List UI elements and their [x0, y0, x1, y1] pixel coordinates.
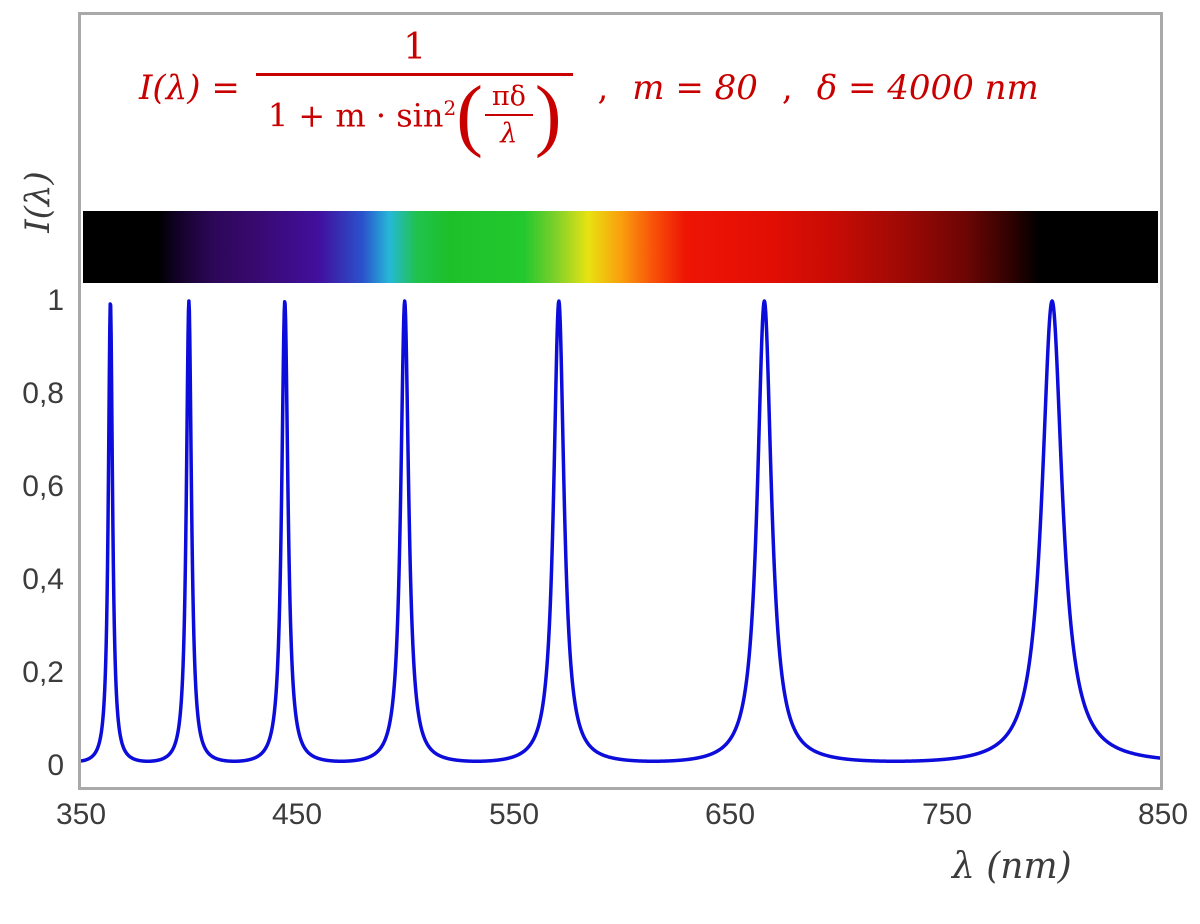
param-m: m = 80 — [632, 68, 758, 108]
x-tick: 850 — [1137, 798, 1189, 831]
x-tick: 350 — [55, 798, 107, 831]
denominator-text: 1 + m · sin2 — [268, 96, 456, 135]
formula-denominator: 1 + m · sin2 ( πδ λ ) — [256, 71, 574, 159]
x-tick: 450 — [271, 798, 323, 831]
open-paren: ( — [456, 71, 483, 159]
y-axis-title: I(λ) — [18, 171, 58, 233]
fraction-bar — [255, 73, 574, 76]
plot-area: I(λ) = 1 1 + m · sin2 ( πδ λ ) , m = 80 … — [78, 12, 1163, 790]
x-axis-title: λ (nm) — [952, 846, 1072, 887]
inner-denominator: λ — [500, 118, 518, 149]
visible-spectrum-bar — [83, 211, 1158, 283]
formula-lhs: I(λ) = — [139, 68, 240, 108]
inner-numerator: πδ — [484, 81, 533, 116]
intensity-curve-path — [81, 299, 1160, 763]
formula-fraction: 1 1 + m · sin2 ( πδ λ ) — [255, 27, 574, 159]
intensity-curve — [81, 299, 1160, 763]
formula-comma: , — [597, 68, 609, 108]
param-delta: δ = 4000 nm — [816, 68, 1039, 108]
x-tick: 750 — [921, 798, 973, 831]
close-paren: ) — [534, 71, 562, 159]
y-tick: 0 — [47, 749, 64, 782]
x-tick: 650 — [704, 798, 756, 831]
sin-exponent: 2 — [443, 95, 457, 120]
inner-fraction: πδ λ — [484, 81, 533, 149]
denominator-prefix: 1 + m · sin — [267, 96, 444, 135]
y-tick: 0,4 — [22, 563, 64, 596]
y-tick: 0,8 — [22, 377, 64, 410]
y-tick: 0,2 — [22, 656, 64, 689]
formula-numerator: 1 — [403, 27, 427, 68]
formula: I(λ) = 1 1 + m · sin2 ( πδ λ ) , m = 80 … — [139, 27, 1039, 159]
x-tick: 550 — [488, 798, 540, 831]
y-tick: 1 — [47, 284, 64, 317]
formula-comma: , — [781, 68, 793, 108]
y-tick: 0,6 — [22, 470, 64, 503]
